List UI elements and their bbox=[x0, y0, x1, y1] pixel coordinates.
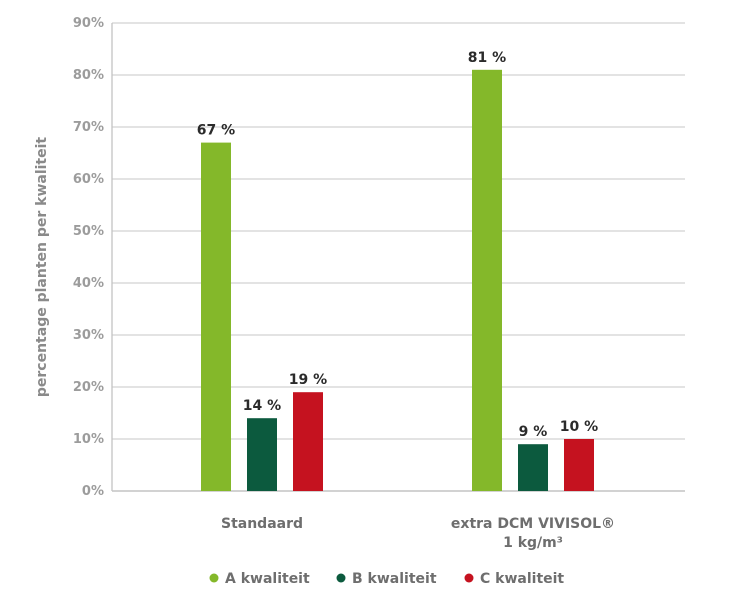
category-label: Standaard bbox=[221, 516, 303, 532]
legend: A kwaliteit B kwaliteit C kwaliteit bbox=[209, 571, 564, 587]
category-label: 1 kg/m³ bbox=[503, 535, 563, 551]
legend-marker bbox=[209, 573, 219, 583]
legend-label: B kwaliteit bbox=[352, 571, 437, 587]
legend-label: C kwaliteit bbox=[480, 571, 564, 587]
y-tick-label: 40% bbox=[73, 276, 104, 291]
y-tick-label: 90% bbox=[73, 16, 104, 31]
legend-marker bbox=[336, 573, 346, 583]
data-label: 14 % bbox=[243, 398, 281, 414]
bar bbox=[564, 439, 594, 491]
y-tick-label: 20% bbox=[73, 380, 104, 395]
bar bbox=[201, 142, 231, 491]
y-tick-label: 10% bbox=[73, 432, 104, 447]
data-label: 19 % bbox=[289, 372, 327, 388]
bar bbox=[518, 444, 548, 491]
grid-lines bbox=[112, 22, 685, 492]
bar bbox=[247, 418, 277, 491]
y-tick-label: 30% bbox=[73, 328, 104, 343]
y-axis-title: percentage planten per kwaliteit bbox=[34, 137, 50, 398]
y-tick-label: 50% bbox=[73, 224, 104, 239]
y-tick-label: 80% bbox=[73, 68, 104, 83]
bars: 67 % 81 % 14 % 9 % 19 % 10 % bbox=[197, 50, 598, 492]
y-tick-label: 70% bbox=[73, 120, 104, 135]
data-label: 9 % bbox=[519, 424, 548, 440]
x-axis: Standaard extra DCM VIVISOL® 1 kg/m³ bbox=[221, 516, 615, 551]
bar bbox=[472, 69, 502, 492]
y-tick-label: 0% bbox=[82, 484, 104, 499]
legend-marker bbox=[464, 573, 474, 583]
data-label: 81 % bbox=[468, 50, 506, 66]
category-label: extra DCM VIVISOL® bbox=[451, 516, 615, 532]
data-label: 67 % bbox=[197, 123, 235, 139]
y-tick-label: 60% bbox=[73, 172, 104, 187]
bar bbox=[293, 392, 323, 491]
y-axis: 0% 10% 20% 30% 40% 50% 60% 70% 80% 90% percentage … bbox=[34, 16, 113, 499]
data-label: 10 % bbox=[560, 419, 598, 435]
legend-label: A kwaliteit bbox=[225, 571, 310, 587]
